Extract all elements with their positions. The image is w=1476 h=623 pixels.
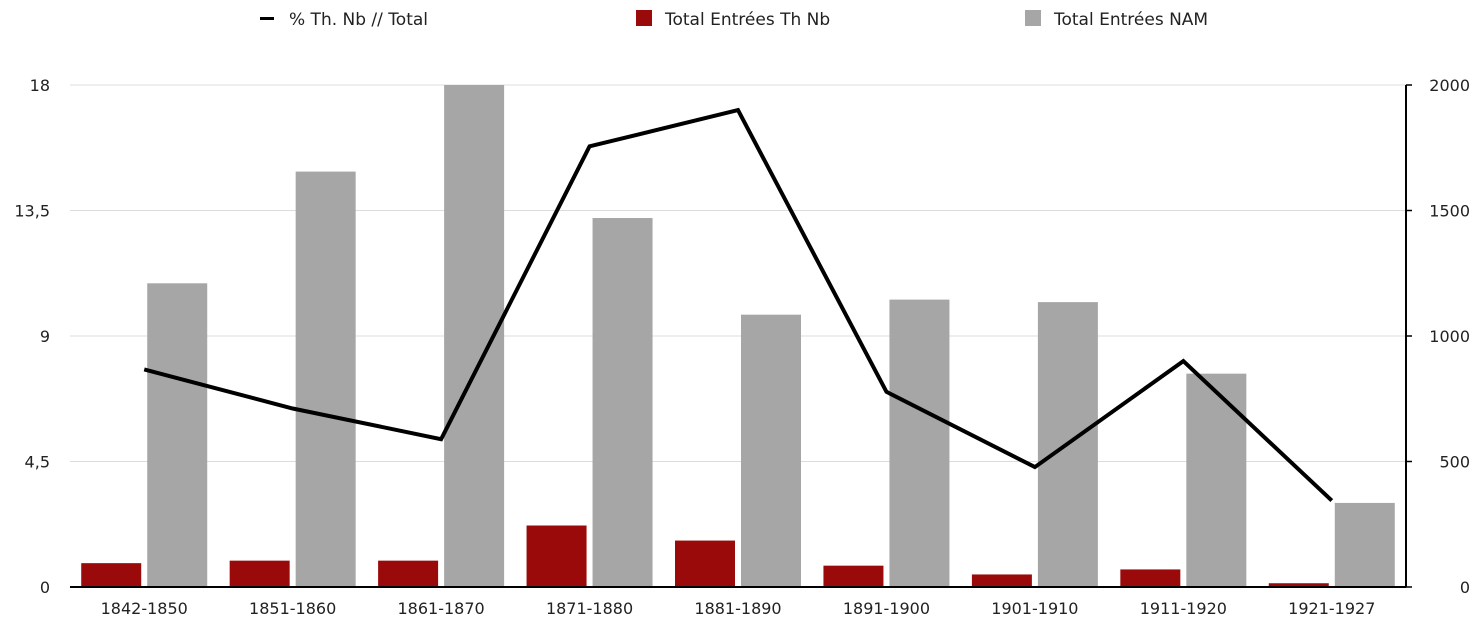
x-tick-label: 1881-1890 — [694, 599, 781, 618]
x-tick-label: 1842-1850 — [101, 599, 188, 618]
bar-nam — [295, 171, 356, 587]
bar-series — [81, 85, 1395, 587]
bar-nam — [1334, 502, 1395, 587]
legend-swatch-th-nb — [636, 10, 652, 26]
legend-swatch-nam — [1025, 10, 1041, 26]
y-left-tick-label: 13,5 — [14, 202, 50, 221]
y-right-tick-label: 0 — [1460, 578, 1470, 597]
legend-label-th-nb: Total Entrées Th Nb — [664, 10, 830, 30]
bar-th-nb — [1120, 569, 1181, 587]
bar-nam — [1186, 373, 1247, 587]
bar-nam — [741, 314, 801, 587]
bar-nam — [889, 299, 950, 587]
bar-th-nb — [1268, 583, 1329, 587]
line-series — [143, 107, 1334, 503]
bar-th-nb — [229, 560, 290, 587]
x-tick-label: 1851-1860 — [249, 599, 336, 618]
y-left-tick-label: 9 — [40, 327, 50, 346]
legend-line-marker — [260, 17, 274, 20]
y-left-tick-label: 4,5 — [25, 453, 50, 472]
y-right-tick-label: 1000 — [1429, 327, 1470, 346]
legend-item-nam: Total Entrées NAM — [1025, 10, 1208, 30]
x-tick-label: 1871-1880 — [546, 599, 633, 618]
y-right-tick-label: 2000 — [1429, 76, 1470, 95]
bar-th-nb — [81, 563, 142, 587]
y-left-tick-label: 18 — [30, 76, 50, 95]
legend: % Th. Nb // Total Total Entrées Th Nb To… — [260, 10, 1208, 30]
x-tick-label: 1861-1870 — [398, 599, 485, 618]
legend-label-nam: Total Entrées NAM — [1053, 10, 1208, 30]
bar-th-nb — [675, 540, 735, 587]
legend-label-line: % Th. Nb // Total — [289, 10, 428, 30]
bar-nam — [592, 218, 653, 587]
bar-th-nb — [971, 574, 1032, 587]
bar-th-nb — [526, 525, 587, 587]
bar-th-nb — [378, 560, 439, 587]
y-right-tick-label: 500 — [1439, 453, 1470, 472]
x-tick-label: 1891-1900 — [843, 599, 930, 618]
y-left-tick-label: 0 — [40, 578, 50, 597]
legend-item-th-nb: Total Entrées Th Nb — [636, 10, 830, 30]
bar-nam — [147, 283, 208, 587]
x-tick-label: 1921-1927 — [1288, 599, 1375, 618]
legend-item-line: % Th. Nb // Total — [260, 10, 428, 30]
bar-th-nb — [823, 565, 884, 587]
x-tick-label: 1911-1920 — [1140, 599, 1227, 618]
y-right-tick-label: 1500 — [1429, 202, 1470, 221]
x-tick-label: 1901-1910 — [991, 599, 1078, 618]
axes: 0 4,5 9 13,5 18 0 500 1000 1500 2000 1842-1850 1851… — [14, 76, 1470, 618]
gridlines — [70, 84, 1406, 462]
